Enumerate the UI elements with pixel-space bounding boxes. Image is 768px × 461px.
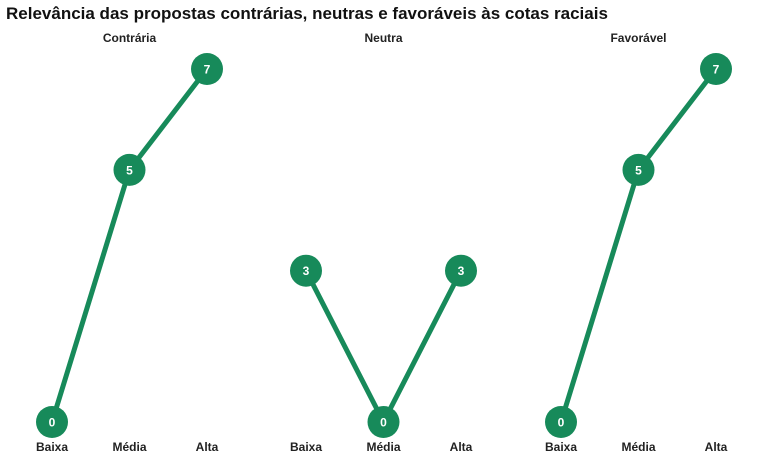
panel-2-point-1 [622,153,655,186]
panel-1-tick-label-0: Baixa [290,440,322,454]
panel-0: Contrária 0 5 7 Baixa Média Alta [36,31,223,454]
panel-0-data-label-0: 0 [49,416,56,430]
panel-2-data-label-1: 5 [635,163,642,177]
panel-0-point-0 [36,406,68,438]
panel-0-data-label-2: 7 [204,63,211,77]
panel-1-series-line [303,268,464,425]
panel-1-tick-label-2: Alta [450,440,473,454]
panel-2-point-0 [545,406,577,438]
chart-title: Relevância das propostas contrárias, neu… [6,4,608,23]
panel-1-point-1 [367,406,400,438]
panel-0-point-1 [113,153,146,186]
panel-2-point-2 [700,53,732,85]
panel-2-tick-label-0: Baixa [545,440,577,454]
panel-0-point-2 [191,53,223,85]
panel-2: Favorável 0 5 7 Baixa Média Alta [545,31,732,454]
panel-1-data-label-2: 3 [458,264,465,278]
panel-0-tick-label-1: Média [112,440,146,454]
panel-0-tick-label-2: Alta [196,440,219,454]
panel-0-tick-label-0: Baixa [36,440,68,454]
panel-1-data-label-1: 0 [380,416,387,430]
panel-2-data-label-2: 7 [713,63,720,77]
panel-2-tick-label-1: Média [621,440,655,454]
panel-1-point-0 [290,254,322,287]
panel-0-data-label-1: 5 [126,163,133,177]
panel-0-series-line [49,66,210,425]
panel-2-tick-label-2: Alta [705,440,728,454]
panel-2-data-label-0: 0 [558,416,565,430]
panel-1-data-label-0: 3 [303,264,310,278]
panel-0-title: Contrária [103,31,157,45]
panel-1-title: Neutra [364,31,402,45]
panel-1-point-2 [445,254,477,287]
panel-1: Neutra 3 0 3 Baixa Média Alta [290,31,477,454]
panel-1-tick-label-1: Média [366,440,400,454]
panel-2-title: Favorável [610,31,666,45]
panel-2-series-line [558,66,719,425]
